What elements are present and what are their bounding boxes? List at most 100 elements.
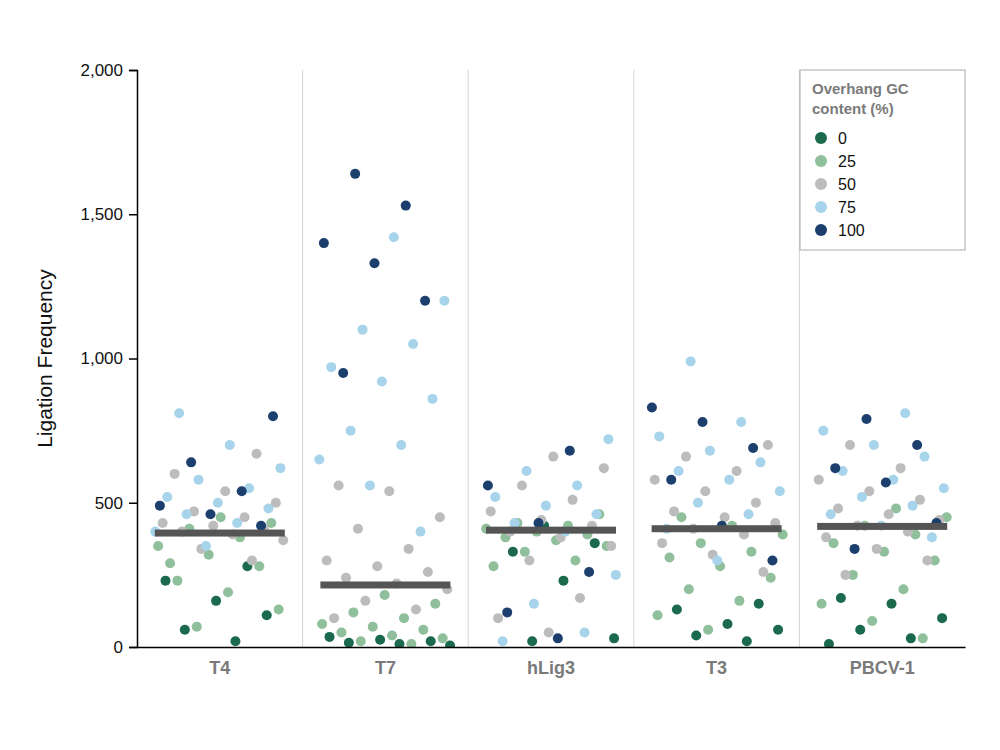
point <box>232 518 242 528</box>
point <box>541 501 551 511</box>
y-tick-mark <box>129 503 137 505</box>
point <box>736 417 746 427</box>
x-tick: T7 <box>375 647 396 678</box>
point <box>572 480 582 490</box>
point <box>681 452 691 462</box>
median-bar <box>652 525 782 532</box>
point <box>165 558 175 568</box>
point <box>722 619 732 629</box>
point <box>558 576 568 586</box>
point <box>401 201 411 211</box>
point <box>712 555 722 565</box>
point <box>384 486 394 496</box>
point <box>824 639 834 647</box>
point <box>426 636 436 646</box>
point <box>862 414 872 424</box>
point <box>818 426 828 436</box>
legend-marker <box>815 224 827 236</box>
point <box>353 524 363 534</box>
point <box>850 544 860 554</box>
point <box>155 501 165 511</box>
point <box>365 480 375 490</box>
point <box>575 593 585 603</box>
point <box>527 636 537 646</box>
median-bar <box>817 523 947 530</box>
point <box>389 232 399 242</box>
point <box>522 466 532 476</box>
median-bar <box>486 527 616 534</box>
point <box>705 446 715 456</box>
point <box>180 625 190 635</box>
point <box>404 544 414 554</box>
y-tick: 500 <box>95 494 137 513</box>
point <box>338 368 348 378</box>
point <box>396 440 406 450</box>
point <box>857 492 867 502</box>
point <box>611 570 621 580</box>
point <box>423 567 433 577</box>
point <box>657 538 667 548</box>
point <box>700 486 710 496</box>
point <box>922 555 932 565</box>
point <box>939 483 949 493</box>
point <box>201 541 211 551</box>
point <box>584 567 594 577</box>
point <box>653 610 663 620</box>
point <box>686 356 696 366</box>
point <box>247 555 257 565</box>
point <box>380 590 390 600</box>
point <box>744 509 754 519</box>
point <box>684 584 694 594</box>
point <box>329 613 339 623</box>
point <box>387 630 397 640</box>
point <box>884 509 894 519</box>
separator <box>468 70 469 647</box>
point <box>669 506 679 516</box>
point <box>408 339 418 349</box>
legend-label: 50 <box>838 176 856 193</box>
point <box>751 498 761 508</box>
point <box>256 521 266 531</box>
y-axis: 05001,0001,5002,000 <box>80 61 137 657</box>
y-tick: 1,000 <box>80 349 137 368</box>
point <box>881 478 891 488</box>
point <box>896 463 906 473</box>
point <box>529 599 539 609</box>
legend-marker <box>815 132 827 144</box>
legend-marker <box>815 155 827 167</box>
point <box>672 604 682 614</box>
point <box>767 555 777 565</box>
point <box>439 296 449 306</box>
y-tick-label: 2,000 <box>80 61 123 80</box>
point <box>192 622 202 632</box>
point <box>325 632 335 642</box>
point <box>420 296 430 306</box>
x-axis-line <box>138 647 966 649</box>
point <box>775 486 785 496</box>
point <box>230 636 240 646</box>
point <box>763 440 773 450</box>
y-tick-label: 0 <box>114 638 123 657</box>
point <box>418 625 428 635</box>
point <box>399 613 409 623</box>
point <box>377 377 387 387</box>
chart: 05001,0001,5002,000T4T7hLig3T3PBCV-1Liga… <box>0 0 1000 750</box>
point <box>369 258 379 268</box>
point <box>830 463 840 473</box>
point <box>223 587 233 597</box>
point <box>336 628 346 638</box>
legend: Overhang GCcontent (%)0255075100 <box>800 70 965 250</box>
point <box>162 492 172 502</box>
legend-title: Overhang GCcontent (%) <box>812 80 909 117</box>
point <box>182 509 192 519</box>
point <box>821 532 831 542</box>
point <box>524 555 534 565</box>
point <box>580 628 590 638</box>
point <box>427 394 437 404</box>
point <box>268 411 278 421</box>
point <box>326 362 336 372</box>
point <box>696 538 706 548</box>
point <box>194 475 204 485</box>
point <box>548 452 558 462</box>
point <box>693 498 703 508</box>
